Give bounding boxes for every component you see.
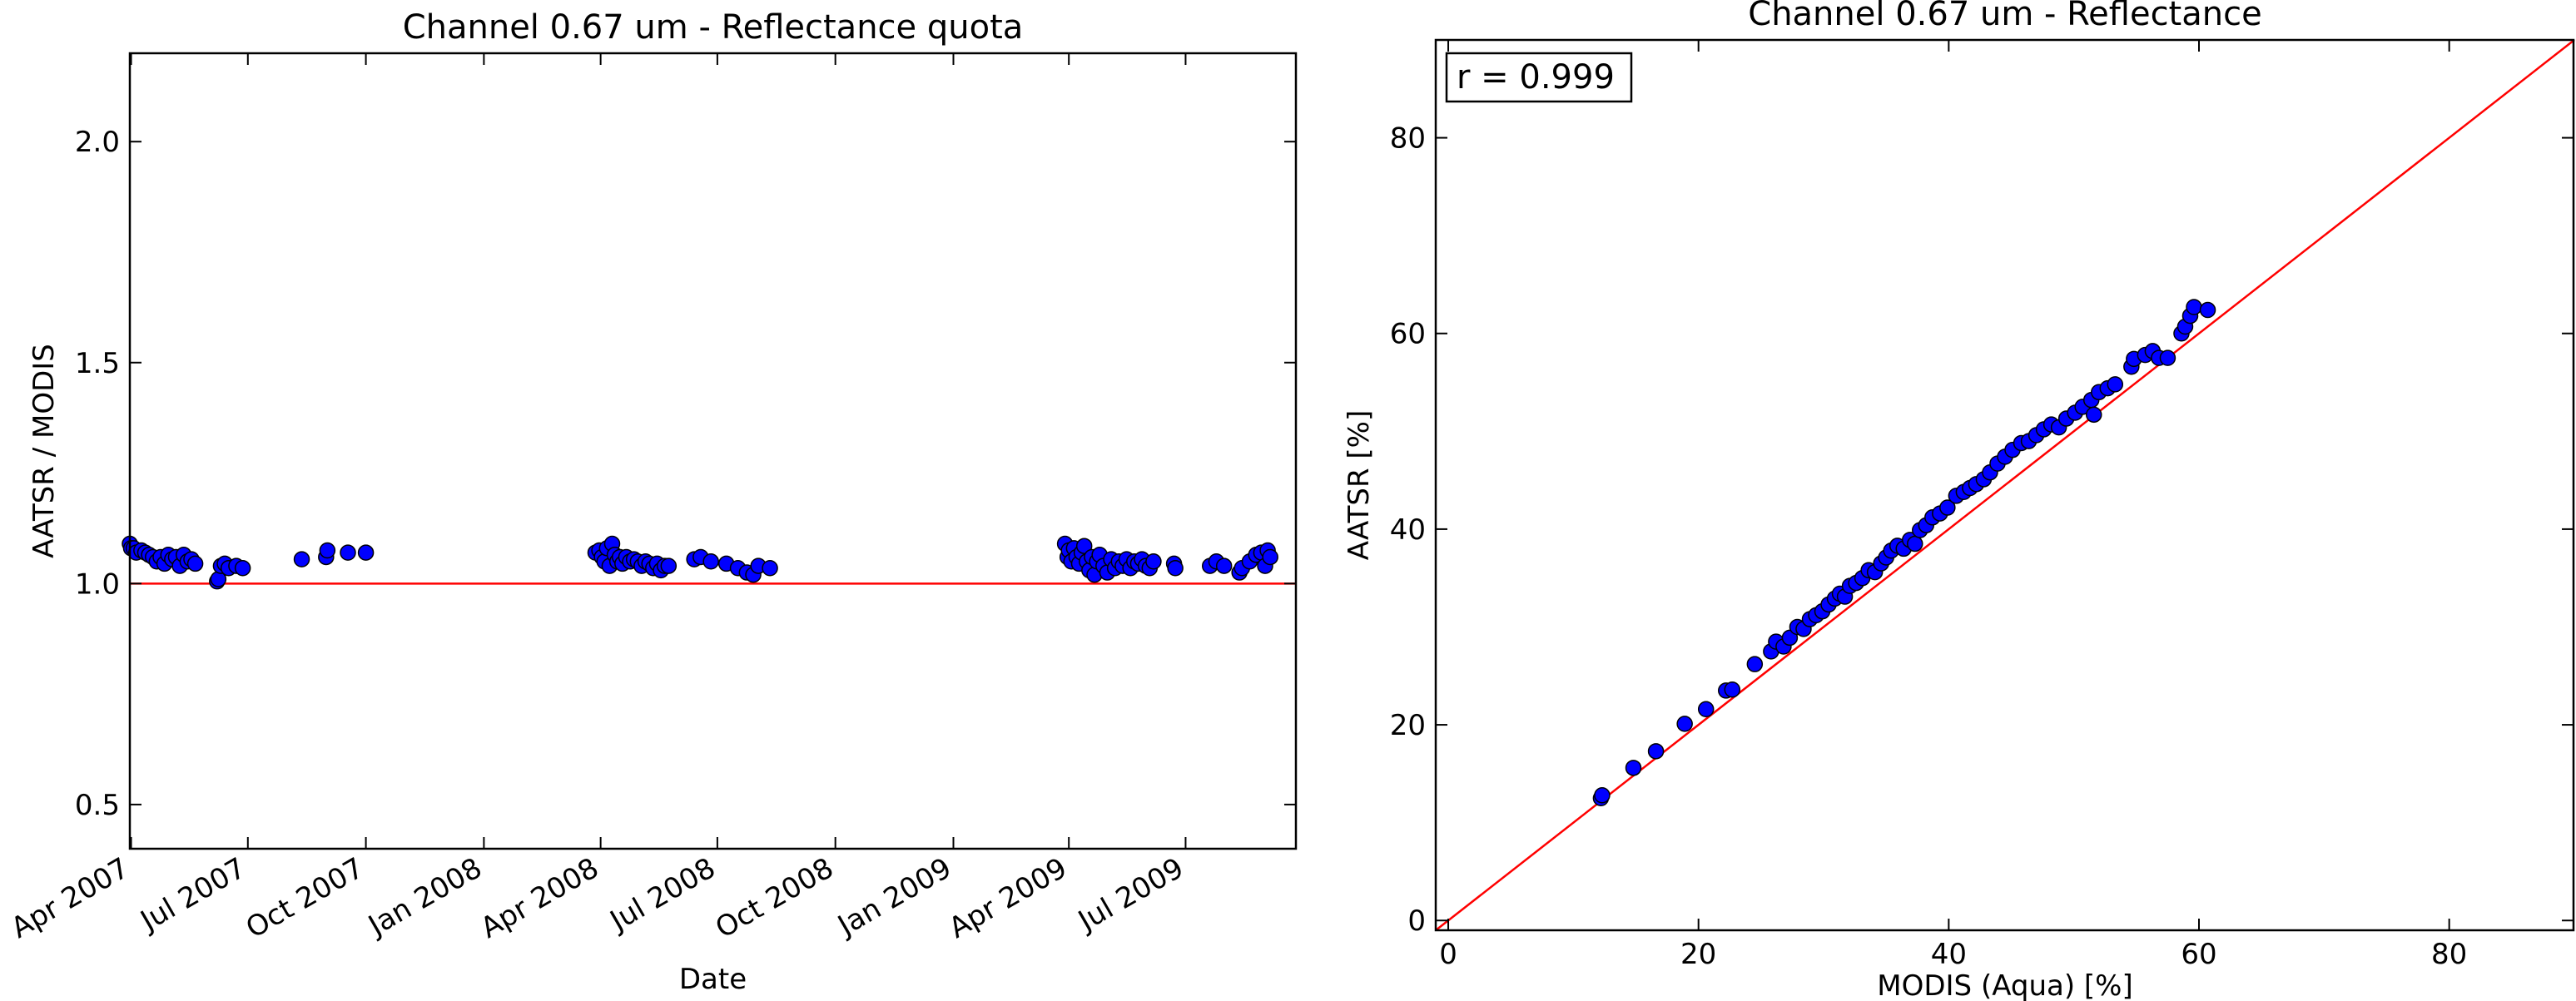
x-tick-label: Jul 2009	[1071, 851, 1189, 939]
ratio-time-series-chart: Channel 0.67 um - Reflectance quota 0.5 1…	[6, 8, 1298, 996]
chart-title: Channel 0.67 um - Reflectance	[1748, 0, 2261, 33]
data-point	[1939, 499, 1956, 516]
y-axis-label: AATSR [%]	[1343, 410, 1376, 560]
y-axis-label: AATSR / MODIS	[27, 344, 61, 558]
annotation-box	[1445, 52, 1633, 103]
x-tick-label: Jan 2008	[361, 851, 487, 944]
scatter-comparison-chart: Channel 0.67 um - Reflectance 0204060800…	[1343, 0, 2575, 1001]
data-point	[186, 555, 204, 572]
data-point	[1167, 559, 1184, 577]
data-point	[293, 551, 310, 567]
data-point	[1594, 786, 1611, 804]
data-point	[2199, 301, 2216, 319]
y-tick-label: 0	[1407, 904, 1426, 938]
data-point	[1724, 681, 1741, 698]
data-point	[1697, 701, 1715, 718]
correlation-text: r = 0.999	[1457, 58, 1615, 97]
x-tick-label: 80	[2431, 938, 2467, 971]
one-to-one-line	[1435, 39, 2575, 931]
data-point	[660, 557, 678, 574]
chart-title: Channel 0.67 um - Reflectance quota	[403, 8, 1024, 47]
data-point	[319, 542, 336, 559]
data-point	[1746, 656, 1764, 672]
data-point	[2107, 376, 2124, 393]
data-point	[1647, 743, 1665, 760]
y-tick-label: 60	[1390, 318, 1426, 351]
correlation-annotation: r = 0.999	[1445, 52, 1633, 103]
y-tick-label: 80	[1390, 122, 1426, 156]
data-point	[2085, 406, 2102, 424]
x-tick-label: 60	[2181, 938, 2216, 971]
x-tick-label: 0	[1439, 938, 1457, 971]
data-point	[1907, 535, 1923, 553]
y-tick-label: 20	[1390, 709, 1426, 742]
data-point	[702, 553, 719, 570]
y-tick-label: 2.0	[75, 126, 120, 159]
data-point	[234, 559, 251, 577]
plot-frame	[1434, 38, 2575, 932]
data-point	[357, 544, 375, 561]
y-tick-label: 1.0	[75, 567, 120, 601]
data-point	[1625, 760, 1642, 776]
x-tick-label: Jul 2007	[134, 851, 252, 939]
plot-area: 0 20 40 60 80 0 20 40 60 80	[1390, 38, 2575, 971]
x-axis-label: MODIS (Aqua) [%]	[1877, 969, 2133, 1001]
data-point	[1676, 716, 1693, 732]
y-tick-label: 40	[1390, 513, 1426, 547]
x-tick-label: Oct 2008	[710, 851, 839, 945]
x-tick-label: 40	[1931, 938, 1967, 971]
x-tick-label: Jan 2009	[831, 851, 957, 944]
y-tick-label: 1.5	[75, 347, 120, 380]
data-point	[1215, 557, 1233, 574]
x-tick-label: Jul 2008	[603, 851, 722, 939]
x-tick-label: Apr 2007	[6, 851, 135, 945]
y-tick-label: 0.5	[75, 789, 120, 822]
x-tick-label: Apr 2009	[943, 851, 1072, 945]
data-point	[2159, 349, 2176, 366]
data-point	[340, 544, 356, 561]
x-tick-label: Oct 2007	[241, 851, 370, 945]
data-point	[1262, 548, 1278, 566]
data-point	[1145, 553, 1162, 570]
data-point	[762, 559, 778, 577]
x-tick-label: 20	[1680, 938, 1716, 971]
x-axis-label: Date	[679, 963, 747, 996]
plot-frame	[128, 52, 1298, 850]
data-point	[1075, 538, 1093, 554]
x-tick-label: Apr 2008	[475, 851, 604, 945]
data-point	[2186, 299, 2202, 315]
